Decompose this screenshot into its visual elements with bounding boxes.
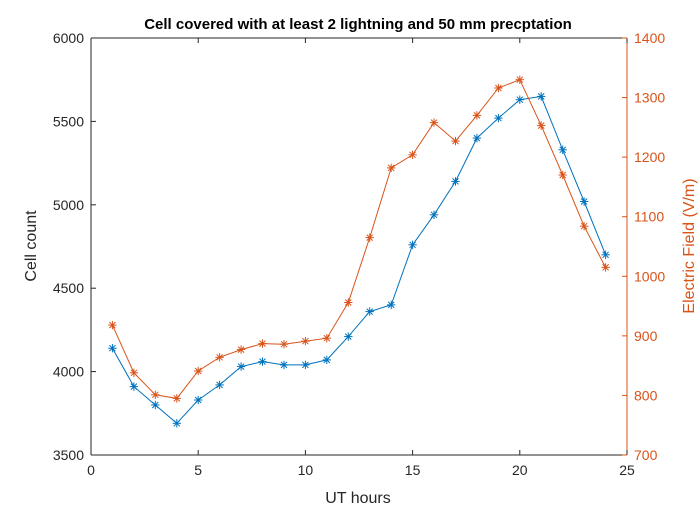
cell-count-point [151, 400, 160, 410]
electric-field-point [537, 121, 546, 130]
cell-count-point [344, 332, 353, 341]
electric-field-point [365, 233, 374, 242]
y2-tick-label: 800 [634, 387, 658, 403]
cell-count-point [172, 419, 182, 428]
y-tick-label: 6000 [53, 30, 84, 46]
cell-count-point [601, 250, 610, 260]
electric-field-point [579, 221, 589, 231]
x-tick-label: 0 [87, 462, 95, 478]
cell-count-point [236, 362, 246, 371]
electric-field-series [108, 75, 610, 403]
x-tick-label: 15 [405, 462, 421, 478]
x-axis-label: UT hours [325, 490, 391, 507]
y-tick-label: 5000 [53, 197, 84, 213]
electric-field-point [108, 320, 117, 330]
electric-field-point [151, 390, 160, 399]
electric-field-point [236, 345, 246, 354]
y2-tick-label: 1300 [634, 90, 665, 106]
y-axis-label: Cell count [23, 210, 40, 282]
y2-axis-label: Electric Field (V/m) [681, 178, 698, 313]
electric-field-point [215, 353, 224, 362]
cell-count-point [451, 177, 460, 186]
cell-count-series [108, 92, 610, 428]
cell-count-point [215, 380, 224, 390]
electric-field-point [301, 337, 310, 346]
y2-tick-label: 900 [634, 328, 658, 344]
electric-field-point [558, 170, 567, 180]
y2-tick-label: 1200 [634, 149, 665, 165]
y2-tick-label: 700 [634, 447, 658, 463]
cell-count-point [108, 344, 117, 353]
cell-count-point [387, 300, 396, 310]
cell-count-point [129, 382, 139, 391]
x-tick-label: 5 [194, 462, 202, 478]
electric-field-point [322, 334, 331, 343]
cell-count-point [537, 92, 546, 101]
electric-field-point [129, 368, 139, 377]
y-tick-label: 5500 [53, 113, 84, 129]
y-tick-label: 4500 [53, 280, 84, 296]
electric-field-point [387, 163, 396, 173]
electric-field-point [408, 150, 417, 160]
cell-count-point [515, 95, 524, 104]
electric-field-point [451, 136, 460, 146]
electric-field-point [258, 339, 267, 348]
cell-count-line [111, 95, 607, 424]
cell-count-point [558, 145, 567, 155]
cell-count-point [365, 307, 374, 316]
cell-count-point [301, 360, 310, 370]
y-tick-label: 4000 [53, 364, 84, 380]
cell-count-point [408, 240, 417, 250]
x-tick-label: 20 [512, 462, 528, 478]
electric-field-point [193, 366, 203, 376]
cell-count-point [193, 395, 203, 405]
electric-field-point [279, 340, 289, 349]
cell-count-point [258, 357, 267, 366]
axes: 0 5 10 15 20 25 3500 4000 4500 5000 5500 6000 700 800… [53, 30, 666, 478]
cell-count-point [579, 197, 589, 206]
cell-count-point [322, 355, 331, 365]
x-tick-label: 25 [619, 462, 635, 478]
cell-count-point [279, 360, 289, 370]
electric-field-point [472, 111, 482, 120]
cell-count-point [472, 133, 482, 143]
electric-field-point [515, 75, 524, 84]
x-tick-label: 10 [298, 462, 314, 478]
plot-series [108, 75, 610, 428]
electric-field-line [111, 79, 607, 399]
cell-count-point [494, 113, 503, 123]
y2-tick-label: 1100 [634, 209, 664, 225]
chart-title: Cell covered with at least 2 lightning a… [144, 16, 572, 33]
cell-count-point [429, 210, 439, 220]
y2-tick-label: 1000 [634, 268, 665, 284]
y-tick-label: 3500 [53, 447, 84, 463]
y2-tick-label: 1400 [634, 30, 665, 46]
electric-field-point [494, 83, 503, 93]
electric-field-point [172, 394, 182, 403]
electric-field-point [344, 298, 353, 307]
electric-field-point [601, 263, 610, 272]
electric-field-point [429, 118, 439, 127]
